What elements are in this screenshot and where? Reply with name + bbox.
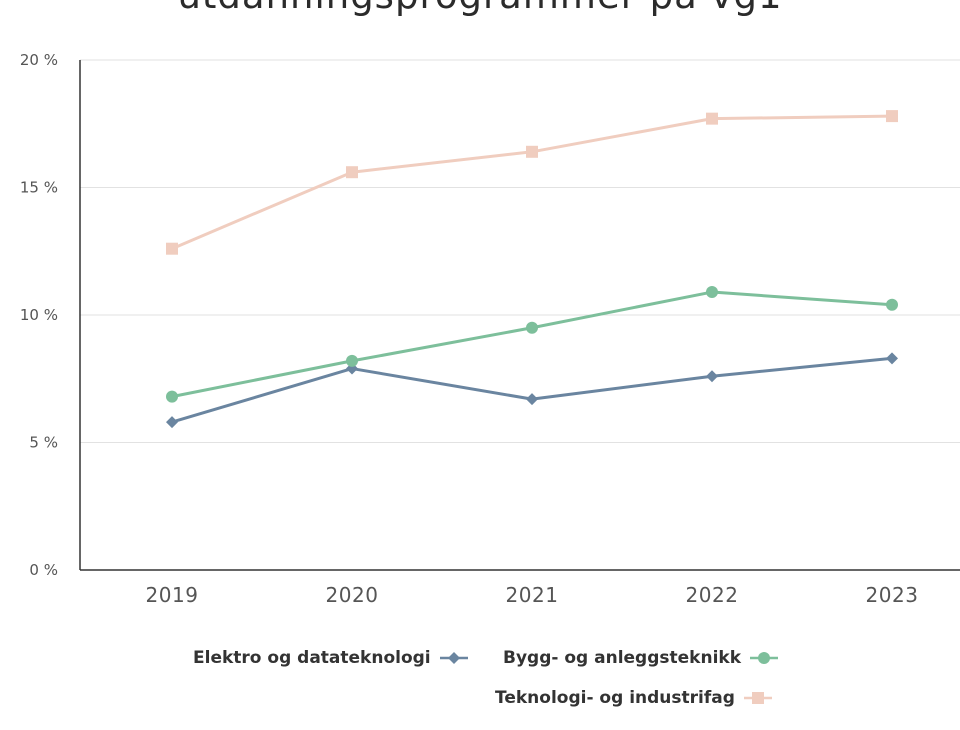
data-point[interactable] (706, 370, 718, 383)
x-tick-label: 2022 (686, 583, 739, 607)
x-tick-label: 2023 (866, 583, 919, 607)
axes (79, 60, 960, 571)
x-tick-label: 2019 (146, 583, 199, 607)
data-point[interactable] (706, 286, 718, 299)
legend-item-teknologi[interactable]: Teknologi- og industrifag (495, 688, 773, 708)
y-tick-label: 15 % (20, 179, 58, 197)
legend-label-elektro: Elektro og datateknologi (193, 648, 431, 668)
data-point[interactable] (526, 393, 538, 406)
legend-item-bygg[interactable]: Bygg- og anleggsteknikk (503, 648, 779, 668)
data-point[interactable] (526, 321, 538, 334)
series-3 (166, 110, 898, 255)
data-point[interactable] (166, 390, 178, 403)
series-2 (166, 286, 898, 403)
series-line (171, 114, 893, 251)
series-lines (166, 110, 898, 429)
y-tick-label: 5 % (29, 434, 58, 452)
data-point[interactable] (166, 242, 178, 255)
data-point[interactable] (886, 110, 898, 123)
data-point[interactable] (886, 352, 898, 365)
x-tick-labels: 2019 2020 2021 2022 2023 (146, 583, 919, 607)
y-tick-labels: 0 % 5 % 10 % 15 % 20 % (20, 51, 58, 579)
chart-title: utdanningsprogrammer på vg1 (0, 0, 960, 17)
y-tick-label: 10 % (20, 306, 58, 324)
legend-item-elektro[interactable]: Elektro og datateknologi (193, 648, 469, 668)
x-tick-label: 2020 (326, 583, 379, 607)
data-point[interactable] (346, 166, 358, 179)
y-tick-label: 20 % (20, 51, 58, 69)
series-1 (166, 352, 898, 429)
square-icon (743, 692, 772, 704)
data-point[interactable] (886, 298, 898, 311)
gridlines (80, 59, 960, 443)
data-point[interactable] (706, 112, 718, 125)
data-point[interactable] (166, 416, 178, 429)
series-line (171, 356, 893, 424)
data-point[interactable] (526, 145, 538, 158)
diamond-icon (439, 652, 468, 664)
legend-label-bygg: Bygg- og anleggsteknikk (503, 648, 742, 668)
x-tick-label: 2021 (506, 583, 559, 607)
series-line (171, 290, 893, 399)
circle-icon (750, 652, 779, 664)
legend-label-teknologi: Teknologi- og industrifag (495, 688, 735, 708)
y-tick-label: 0 % (29, 561, 58, 579)
data-point[interactable] (346, 354, 358, 367)
